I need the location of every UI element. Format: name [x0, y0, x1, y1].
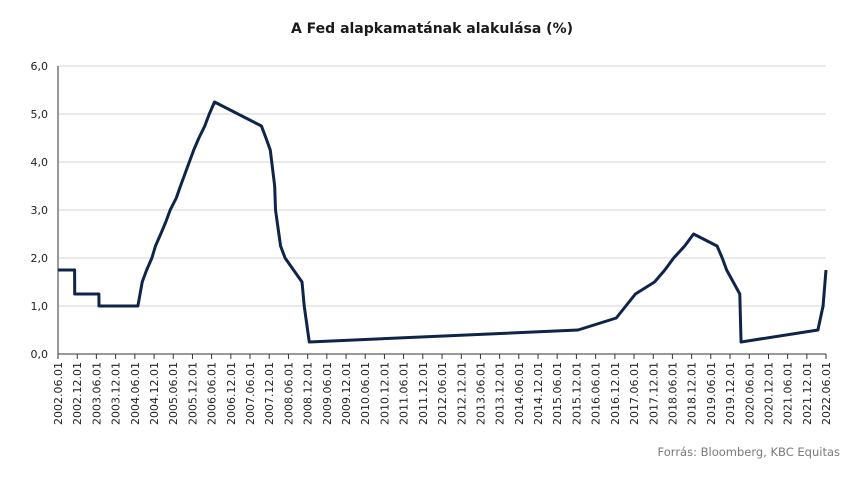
- x-tick-label: 2011.06.01: [398, 362, 411, 425]
- x-tick-label: 2009.06.01: [321, 362, 334, 425]
- x-tick-label: 2002.06.01: [52, 362, 65, 425]
- x-tick-label: 2004.06.01: [129, 362, 142, 425]
- y-tick-label: 2,0: [31, 252, 49, 265]
- x-tick-label: 2021.12.01: [801, 362, 814, 425]
- x-tick-label: 2017.06.01: [628, 362, 641, 425]
- series-line: [58, 100, 828, 344]
- x-tick-label: 2022.06.01: [820, 362, 833, 425]
- x-tick-label: 2006.12.01: [225, 362, 238, 425]
- x-tick-label: 2003.12.01: [110, 362, 123, 425]
- series-layer: [58, 100, 828, 344]
- x-tick-label: 2006.06.01: [206, 362, 219, 425]
- y-tick-label: 6,0: [31, 60, 49, 73]
- x-tick-label: 2005.06.01: [167, 362, 180, 425]
- x-tick-label: 2021.06.01: [782, 362, 795, 425]
- x-tick-label: 2016.12.01: [609, 362, 622, 425]
- x-tick-label: 2002.12.01: [71, 362, 84, 425]
- x-tick-label: 2008.06.01: [282, 362, 295, 425]
- x-axis-ticks: 2002.06.01 2002.12.01 2003.06.01 2003.12.01…: [52, 354, 833, 425]
- y-tick-label: 1,0: [31, 300, 49, 313]
- x-tick-label: 2020.06.01: [743, 362, 756, 425]
- x-tick-label: 2009.12.01: [340, 362, 353, 425]
- x-tick-label: 2012.12.01: [455, 362, 468, 425]
- y-axis-ticks: 0,0 1,0 2,0 3,0 4,0 5,0 6,0: [31, 60, 49, 361]
- x-tick-label: 2010.06.01: [359, 362, 372, 425]
- x-tick-label: 2013.06.01: [474, 362, 487, 425]
- x-tick-label: 2008.12.01: [302, 362, 315, 425]
- y-tick-label: 4,0: [31, 156, 49, 169]
- x-tick-label: 2005.12.01: [186, 362, 199, 425]
- x-tick-label: 2007.12.01: [263, 362, 276, 425]
- gridlines: [58, 65, 826, 307]
- y-tick-label: 0,0: [31, 348, 49, 361]
- x-tick-label: 2012.06.01: [436, 362, 449, 425]
- x-tick-label: 2016.06.01: [590, 362, 603, 425]
- x-tick-label: 2019.12.01: [724, 362, 737, 425]
- x-tick-label: 2014.06.01: [513, 362, 526, 425]
- x-tick-label: 2007.06.01: [244, 362, 257, 425]
- x-tick-label: 2004.12.01: [148, 362, 161, 425]
- y-tick-label: 5,0: [31, 108, 49, 121]
- source-note: Forrás: Bloomberg, KBC Equitas: [658, 445, 840, 459]
- x-tick-label: 2010.12.01: [378, 362, 391, 425]
- y-tick-label: 3,0: [31, 204, 49, 217]
- x-tick-label: 2003.06.01: [90, 362, 103, 425]
- x-tick-label: 2018.06.01: [666, 362, 679, 425]
- x-tick-label: 2014.12.01: [532, 362, 545, 425]
- x-tick-label: 2011.12.01: [417, 362, 430, 425]
- x-tick-label: 2015.06.01: [551, 362, 564, 425]
- x-tick-label: 2015.12.01: [570, 362, 583, 425]
- x-tick-label: 2017.12.01: [647, 362, 660, 425]
- x-tick-label: 2019.06.01: [705, 362, 718, 425]
- x-tick-label: 2020.12.01: [762, 362, 775, 425]
- x-tick-label: 2013.12.01: [494, 362, 507, 425]
- x-tick-label: 2018.12.01: [686, 362, 699, 425]
- chart-title: A Fed alapkamatának alakulása (%): [291, 21, 573, 37]
